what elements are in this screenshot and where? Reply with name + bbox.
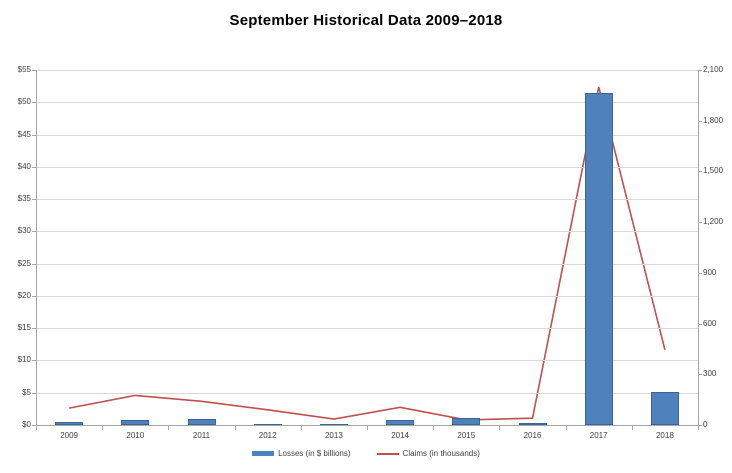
x-label-2013: 2013 [324,431,343,440]
y-right-label-1,200: 1,200 [703,217,724,227]
y-left-label-$40: $40 [17,161,31,171]
x-label-2014: 2014 [391,431,409,440]
y-right-label-2,100: 2,100 [703,65,724,74]
bar-2011 [187,419,216,425]
x-label-2012: 2012 [258,431,277,440]
right-axis-line [698,70,699,426]
x-tick-7 [499,426,501,430]
x-label-2017: 2017 [589,431,608,440]
y-left-label-$0: $0 [22,420,31,429]
left-axis-line [36,70,37,426]
plot-area [36,70,698,427]
left-tick-$50 [32,102,36,104]
losses-bar-swatch-icon [252,451,275,456]
claims-line [68,86,666,421]
right-tick-900 [698,272,702,274]
y-left-label-$25: $25 [17,258,31,268]
x-tick-2 [168,426,170,430]
right-tick-600 [698,323,702,325]
left-tick-$35 [32,199,36,201]
left-tick-$20 [32,295,36,297]
x-tick-8 [565,426,567,430]
x-tick-6 [433,426,435,430]
gridline-$35 [36,199,698,201]
left-tick-$45 [32,134,36,136]
right-tick-300 [698,374,702,376]
left-tick-$25 [32,263,36,265]
y-left-label-$35: $35 [17,194,31,204]
x-label-2010: 2010 [126,431,145,440]
legend-label-losses: Losses (in $ billions) [278,449,351,458]
legend-item-losses: Losses (in $ billions) [252,449,351,458]
gridline-$45 [36,134,698,136]
x-tick-1 [102,426,104,430]
bar-2018 [650,392,679,425]
y-right-label-1,800: 1,800 [703,115,724,125]
claims-line-layer [68,86,666,421]
x-tick-9 [631,426,633,430]
x-tick-4 [300,426,302,430]
y-right-label-900: 900 [703,267,717,277]
x-tick-3 [234,426,236,430]
x-axis-line [36,425,699,426]
gridline-$5 [36,392,698,394]
bar-2009 [55,421,84,425]
right-tick-1,500 [698,171,702,173]
y-left-label-$15: $15 [17,323,31,333]
gridline-$50 [36,102,698,104]
x-label-2009: 2009 [60,431,78,440]
legend-label-claims: Claims (in thousands) [402,449,480,458]
y-left-label-$50: $50 [17,97,31,107]
y-right-label-300: 300 [703,369,717,379]
left-tick-$55 [32,70,36,71]
gridline-$15 [36,328,698,330]
x-label-2018: 2018 [655,431,674,440]
x-tick-0 [36,426,37,430]
y-left-label-$30: $30 [17,226,31,236]
x-label-2015: 2015 [457,431,476,440]
gridline-$20 [36,295,698,297]
y-left-label-$55: $55 [17,65,31,74]
x-label-2016: 2016 [523,431,542,440]
y-right-label-1,500: 1,500 [703,166,724,176]
gridline-$25 [36,263,698,265]
left-tick-$0 [32,425,36,426]
y-right-label-0: 0 [703,420,708,429]
bar-2014 [386,420,415,425]
left-tick-$10 [32,360,36,362]
left-tick-$30 [32,231,36,233]
gridline-$30 [36,231,698,233]
bar-2016 [518,423,547,426]
bar-2010 [121,419,150,425]
y-left-label-$20: $20 [17,290,31,300]
x-tick-5 [367,426,368,430]
left-tick-$40 [32,166,36,168]
y-left-label-$5: $5 [22,387,31,397]
claims-line-swatch-icon [376,452,399,455]
bar-2015 [452,417,481,425]
y-left-label-$10: $10 [17,355,31,365]
right-tick-0 [698,425,702,426]
y-left-label-$45: $45 [17,129,31,139]
gridline-$10 [36,360,698,362]
gridline-$40 [36,166,698,168]
right-tick-1,200 [698,222,702,224]
left-tick-$15 [32,328,36,330]
right-tick-1,800 [698,120,702,122]
chart-title: September Historical Data 2009–2018 [229,12,503,29]
right-tick-2,100 [698,70,702,71]
gridline-$55 [36,70,698,71]
left-tick-$5 [32,392,36,394]
x-tick-10 [698,426,699,430]
legend: Losses (in $ billions) Claims (in thousa… [0,449,732,458]
y-right-label-600: 600 [703,318,717,328]
x-label-2011: 2011 [192,431,211,440]
legend-item-claims: Claims (in thousands) [376,449,480,458]
bar-2017 [584,92,613,425]
